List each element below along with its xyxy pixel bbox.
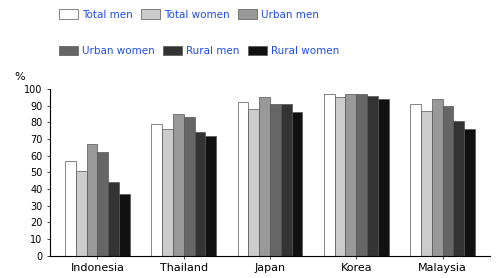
Bar [421,111,432,256]
Bar [248,109,259,256]
Bar [173,114,184,256]
Bar [334,97,345,256]
Y-axis label: %: % [14,72,24,82]
Bar [270,104,281,256]
Bar [378,99,388,256]
Bar [464,129,475,256]
Bar [281,104,291,256]
Bar [86,144,98,256]
Bar [454,121,464,256]
Bar [76,171,86,256]
Legend: Urban women, Rural men, Rural women: Urban women, Rural men, Rural women [55,41,344,60]
Bar [108,182,119,256]
Bar [65,161,76,256]
Bar [194,132,205,256]
Legend: Total men, Total women, Urban men: Total men, Total women, Urban men [55,5,323,24]
Bar [152,124,162,256]
Bar [432,99,442,256]
Bar [206,136,216,256]
Bar [292,112,302,256]
Bar [259,97,270,256]
Bar [367,96,378,256]
Bar [356,94,367,256]
Bar [324,94,334,256]
Bar [184,117,194,256]
Bar [98,152,108,256]
Bar [238,102,248,256]
Bar [346,94,356,256]
Bar [410,104,421,256]
Bar [162,129,173,256]
Bar [442,106,454,256]
Bar [119,194,130,256]
